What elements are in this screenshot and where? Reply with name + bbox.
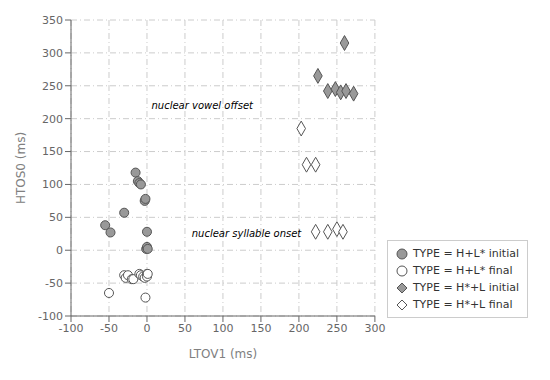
svg-text:200: 200	[288, 322, 309, 335]
svg-text:150: 150	[250, 322, 271, 335]
svg-text:nuclear vowel offset: nuclear vowel offset	[151, 100, 254, 111]
svg-text:-50: -50	[45, 277, 63, 290]
html-text:TYPE = H+L* final: TYPE = H+L* final	[412, 264, 513, 277]
svg-text:50: 50	[178, 322, 192, 335]
html-text:TYPE = H+L* initial: TYPE = H+L* initial	[412, 247, 519, 260]
svg-text:50: 50	[49, 211, 63, 224]
svg-text:nuclear syllable onset: nuclear syllable onset	[192, 228, 303, 239]
svg-text:LTOV1 (ms): LTOV1 (ms)	[189, 347, 258, 361]
svg-text:200: 200	[42, 113, 63, 126]
svg-text:100: 100	[42, 178, 63, 191]
svg-text:-100: -100	[59, 322, 84, 335]
svg-text:250: 250	[326, 322, 347, 335]
svg-text:HTOS0 (ms): HTOS0 (ms)	[14, 132, 28, 204]
html-text:TYPE = H*+L initial: TYPE = H*+L initial	[412, 281, 519, 294]
svg-text:350: 350	[42, 14, 63, 27]
svg-text:-50: -50	[100, 322, 118, 335]
svg-text:300: 300	[364, 322, 385, 335]
svg-text:-100: -100	[38, 310, 63, 323]
svg-text:0: 0	[143, 322, 150, 335]
html-text:TYPE = H*+L final: TYPE = H*+L final	[412, 298, 513, 311]
svg-text:150: 150	[42, 145, 63, 158]
svg-text:0: 0	[56, 244, 63, 257]
svg-text:250: 250	[42, 80, 63, 93]
svg-text:100: 100	[212, 322, 233, 335]
svg-text:300: 300	[42, 47, 63, 60]
